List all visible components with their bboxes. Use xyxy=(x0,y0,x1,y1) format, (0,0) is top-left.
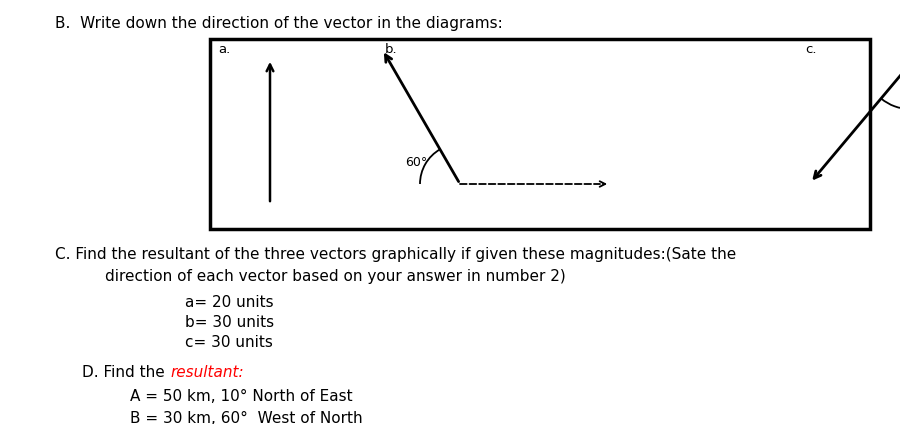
Text: a= 20 units: a= 20 units xyxy=(185,295,274,310)
Text: B = 30 km, 60°  West of North: B = 30 km, 60° West of North xyxy=(130,411,363,424)
Text: A = 50 km, 10° North of East: A = 50 km, 10° North of East xyxy=(130,389,353,404)
Text: C. Find the resultant of the three vectors graphically if given these magnitudes: C. Find the resultant of the three vecto… xyxy=(55,247,736,262)
Text: a.: a. xyxy=(218,43,230,56)
Text: b.: b. xyxy=(385,43,398,56)
Text: direction of each vector based on your answer in number 2): direction of each vector based on your a… xyxy=(105,269,566,284)
Text: B.  Write down the direction of the vector in the diagrams:: B. Write down the direction of the vecto… xyxy=(55,16,503,31)
Text: c.: c. xyxy=(805,43,816,56)
Bar xyxy=(210,39,870,229)
Text: b= 30 units: b= 30 units xyxy=(185,315,274,330)
Text: 60°: 60° xyxy=(405,156,428,169)
Text: resultant:: resultant: xyxy=(170,365,244,380)
Text: D. Find the: D. Find the xyxy=(82,365,169,380)
Text: c= 30 units: c= 30 units xyxy=(185,335,273,350)
